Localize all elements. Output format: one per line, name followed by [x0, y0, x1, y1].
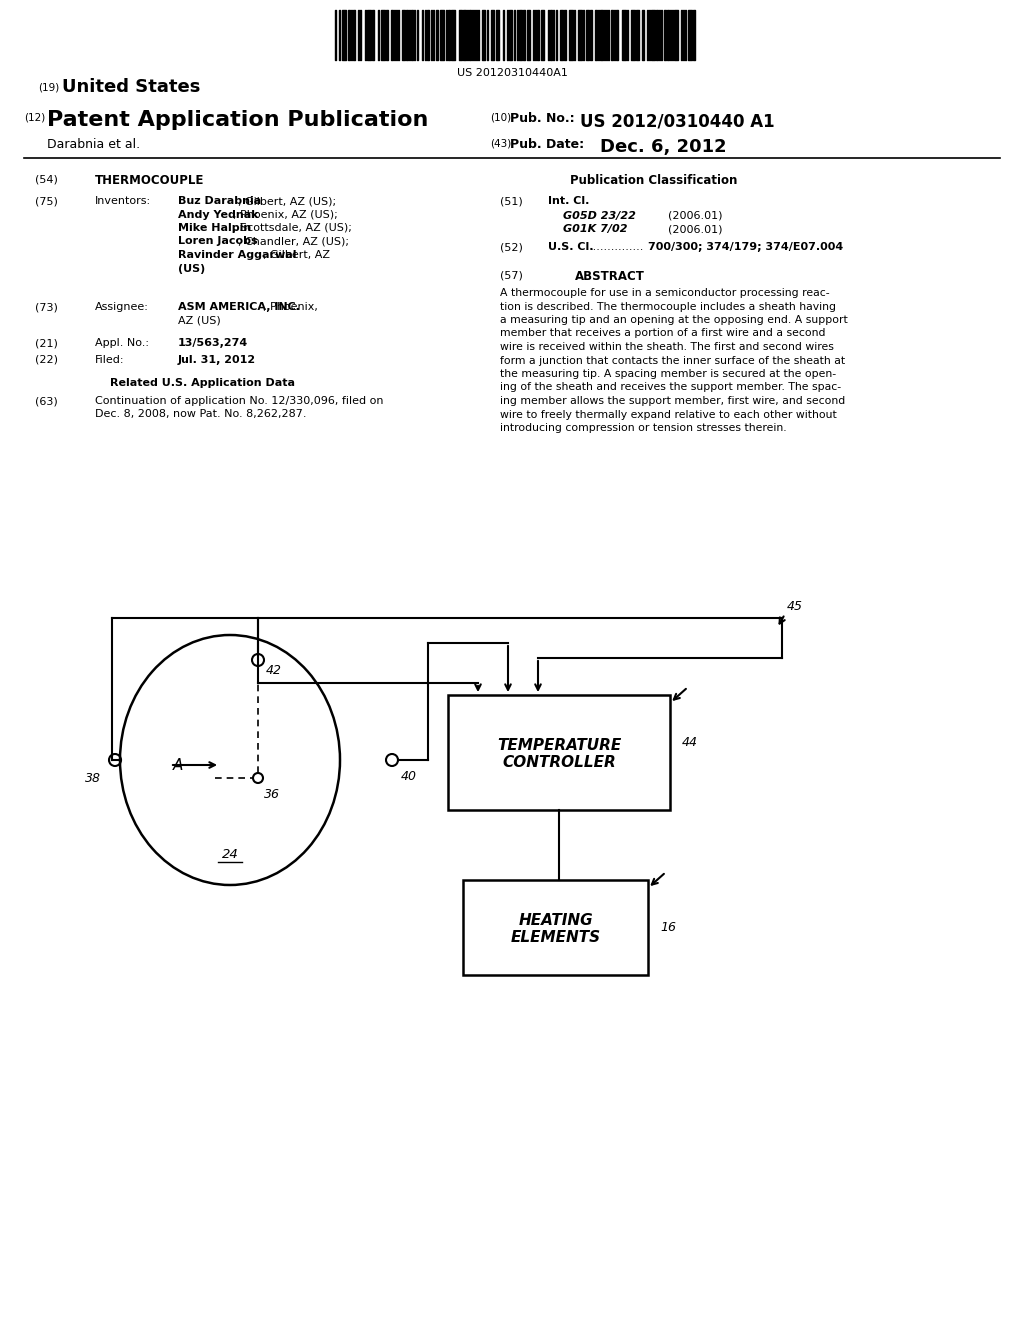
- Text: Inventors:: Inventors:: [95, 195, 152, 206]
- Text: the measuring tip. A spacing member is secured at the open-: the measuring tip. A spacing member is s…: [500, 370, 837, 379]
- Text: US 2012/0310440 A1: US 2012/0310440 A1: [580, 112, 774, 129]
- Text: ing member allows the support member, first wire, and second: ing member allows the support member, fi…: [500, 396, 845, 407]
- Text: Filed:: Filed:: [95, 355, 125, 366]
- Text: , Chandler, AZ (US);: , Chandler, AZ (US);: [238, 236, 349, 247]
- Text: Dec. 6, 2012: Dec. 6, 2012: [600, 139, 727, 156]
- Text: (2006.01): (2006.01): [668, 224, 723, 234]
- Text: 36: 36: [264, 788, 280, 801]
- Text: ASM AMERICA, INC.: ASM AMERICA, INC.: [178, 302, 300, 312]
- Text: 24: 24: [221, 847, 239, 861]
- Text: ABSTRACT: ABSTRACT: [575, 271, 645, 282]
- Text: U.S. Cl.: U.S. Cl.: [548, 243, 594, 252]
- Text: Int. Cl.: Int. Cl.: [548, 195, 590, 206]
- Text: 44: 44: [682, 737, 698, 748]
- Text: A thermocouple for use in a semiconductor processing reac-: A thermocouple for use in a semiconducto…: [500, 288, 829, 298]
- Text: 13/563,274: 13/563,274: [178, 338, 248, 348]
- Text: introducing compression or tension stresses therein.: introducing compression or tension stres…: [500, 422, 786, 433]
- Text: AZ (US): AZ (US): [178, 315, 221, 326]
- Text: 42: 42: [266, 664, 282, 677]
- Text: (22): (22): [35, 355, 58, 366]
- Text: (73): (73): [35, 302, 58, 312]
- Text: (21): (21): [35, 338, 58, 348]
- Text: Mike Halpin: Mike Halpin: [178, 223, 251, 234]
- Text: Ravinder Aggarwal: Ravinder Aggarwal: [178, 249, 297, 260]
- Text: Darabnia et al.: Darabnia et al.: [47, 139, 140, 150]
- Text: ELEMENTS: ELEMENTS: [510, 931, 600, 945]
- Text: Related U.S. Application Data: Related U.S. Application Data: [110, 378, 295, 388]
- Text: Continuation of application No. 12/330,096, filed on: Continuation of application No. 12/330,0…: [95, 396, 384, 407]
- Text: (10): (10): [490, 112, 511, 121]
- Text: (63): (63): [35, 396, 57, 407]
- Text: wire to freely thermally expand relative to each other without: wire to freely thermally expand relative…: [500, 409, 837, 420]
- Text: 40: 40: [401, 770, 417, 783]
- Text: (US): (US): [178, 264, 205, 273]
- Text: , Scottsdale, AZ (US);: , Scottsdale, AZ (US);: [233, 223, 352, 234]
- Text: TEMPERATURE: TEMPERATURE: [497, 738, 622, 752]
- Text: Pub. No.:: Pub. No.:: [510, 112, 574, 125]
- Text: ...............: ...............: [590, 243, 644, 252]
- Text: (43): (43): [490, 139, 511, 148]
- Text: Andy Yednak: Andy Yednak: [178, 210, 259, 219]
- Text: Patent Application Publication: Patent Application Publication: [47, 110, 428, 129]
- Text: Pub. Date:: Pub. Date:: [510, 139, 584, 150]
- Text: (52): (52): [500, 243, 523, 252]
- Text: ing of the sheath and receives the support member. The spac-: ing of the sheath and receives the suppo…: [500, 383, 841, 392]
- Text: THERMOCOUPLE: THERMOCOUPLE: [95, 174, 205, 187]
- Text: A: A: [173, 758, 183, 772]
- Text: (75): (75): [35, 195, 58, 206]
- Text: (2006.01): (2006.01): [668, 210, 723, 220]
- Text: , Gilbert, AZ: , Gilbert, AZ: [263, 249, 330, 260]
- Text: , Gilbert, AZ (US);: , Gilbert, AZ (US);: [238, 195, 336, 206]
- Text: , Phoenix,: , Phoenix,: [263, 302, 317, 312]
- Text: tion is described. The thermocouple includes a sheath having: tion is described. The thermocouple incl…: [500, 301, 836, 312]
- Text: 45: 45: [787, 601, 803, 612]
- Text: G01K 7/02: G01K 7/02: [563, 224, 628, 234]
- Text: Appl. No.:: Appl. No.:: [95, 338, 150, 348]
- Text: wire is received within the sheath. The first and second wires: wire is received within the sheath. The …: [500, 342, 834, 352]
- Text: (12): (12): [24, 112, 45, 121]
- Text: HEATING: HEATING: [518, 913, 593, 928]
- Bar: [449, 696, 670, 810]
- Text: , Phoenix, AZ (US);: , Phoenix, AZ (US);: [233, 210, 338, 219]
- Text: form a junction that contacts the inner surface of the sheath at: form a junction that contacts the inner …: [500, 355, 845, 366]
- Text: (51): (51): [500, 195, 522, 206]
- Text: member that receives a portion of a first wire and a second: member that receives a portion of a firs…: [500, 329, 825, 338]
- Text: (19): (19): [38, 82, 59, 92]
- Text: US 20120310440A1: US 20120310440A1: [457, 69, 567, 78]
- Text: Buz Darabnia: Buz Darabnia: [178, 195, 261, 206]
- Text: a measuring tip and an opening at the opposing end. A support: a measuring tip and an opening at the op…: [500, 315, 848, 325]
- Text: Jul. 31, 2012: Jul. 31, 2012: [178, 355, 256, 366]
- Text: CONTROLLER: CONTROLLER: [502, 755, 615, 770]
- Text: Assignee:: Assignee:: [95, 302, 148, 312]
- Text: United States: United States: [62, 78, 201, 96]
- Bar: [463, 880, 648, 975]
- Text: 16: 16: [660, 921, 676, 935]
- Text: 700/300; 374/179; 374/E07.004: 700/300; 374/179; 374/E07.004: [648, 243, 843, 252]
- Text: G05D 23/22: G05D 23/22: [563, 210, 636, 220]
- Text: Dec. 8, 2008, now Pat. No. 8,262,287.: Dec. 8, 2008, now Pat. No. 8,262,287.: [95, 409, 306, 420]
- Text: (57): (57): [500, 271, 523, 280]
- Text: (54): (54): [35, 174, 58, 183]
- Text: Publication Classification: Publication Classification: [570, 174, 737, 187]
- Text: 38: 38: [85, 772, 101, 785]
- Text: Loren Jacobs: Loren Jacobs: [178, 236, 258, 247]
